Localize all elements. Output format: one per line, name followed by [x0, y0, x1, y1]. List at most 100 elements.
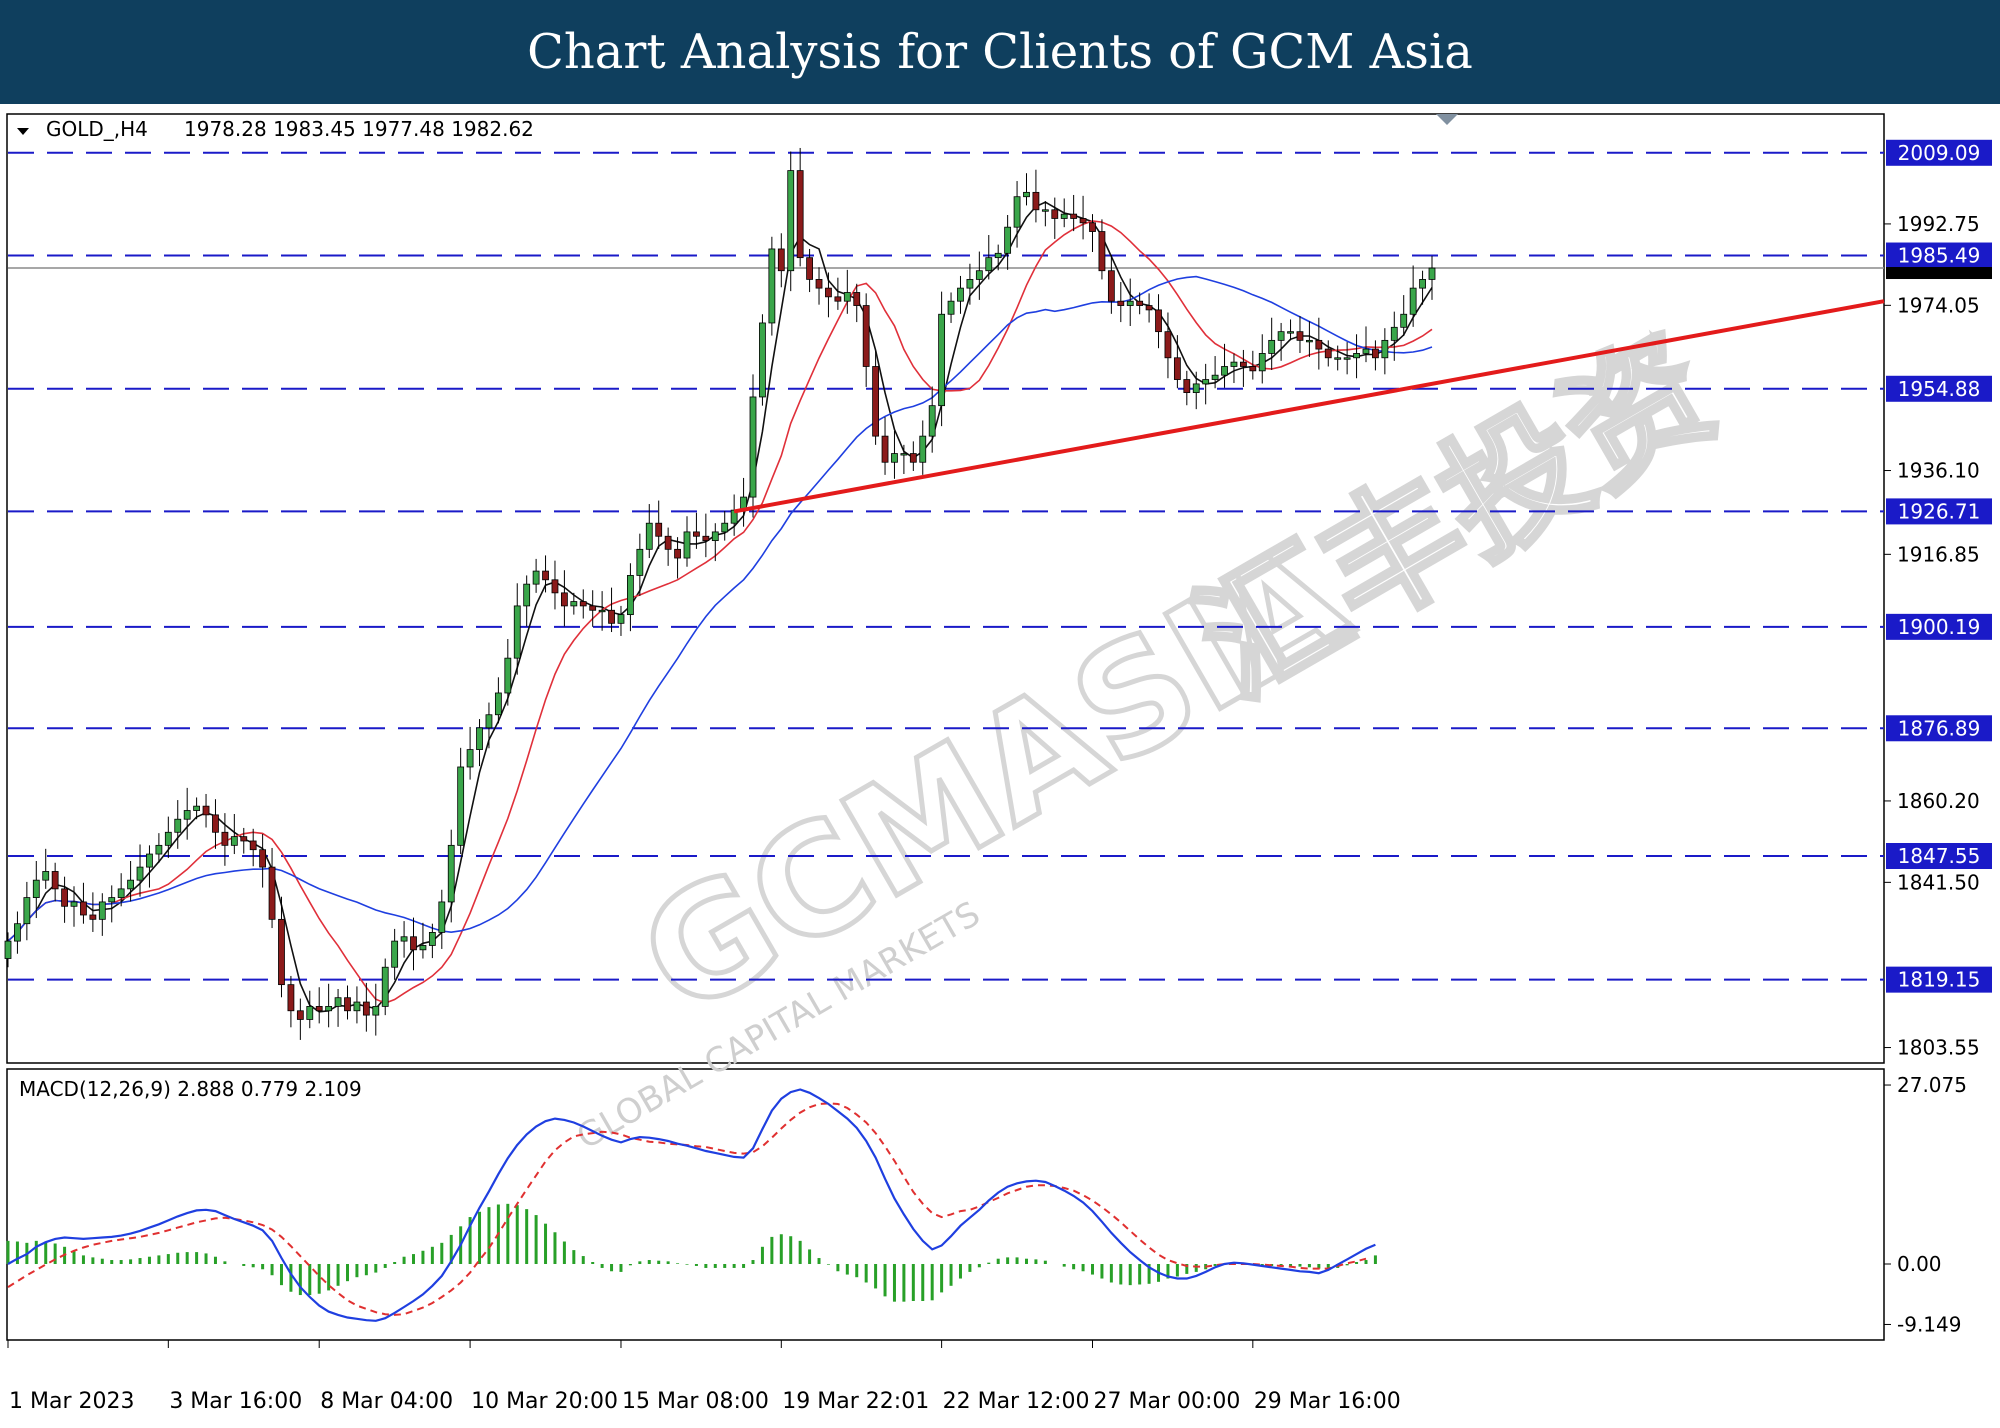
candle-up [230, 836, 238, 846]
candle-up [1306, 339, 1313, 343]
support-resistance-levels [8, 151, 1884, 981]
candle-up [598, 609, 606, 613]
price-axis: 1803.55 1841.50 1860.20 1916.85 1936.10 1974.… [1884, 139, 1992, 1060]
level-price-label: 1926.71 [1898, 499, 1981, 523]
candle-up [1221, 366, 1228, 376]
level-price-label: 1985.49 [1898, 244, 1981, 268]
candle-up [1419, 279, 1426, 289]
macd-tick-label: 0.00 [1897, 1252, 1942, 1276]
time-axis: 1 Mar 2023 3 Mar 16:00 8 Mar 04:00 10 Mar 2… [7, 1340, 1401, 1414]
candle-up [391, 940, 399, 968]
level-price-box [1886, 242, 1992, 269]
candle-down [702, 535, 710, 542]
candle-up [1202, 379, 1210, 385]
candle-up [400, 936, 408, 942]
candle-up [711, 531, 719, 542]
candle-down [221, 831, 229, 846]
candle-down [278, 918, 285, 986]
time-tick-label: 27 Mar 00:00 [1094, 1389, 1241, 1414]
candle-up [627, 575, 634, 616]
macd-tick-label: -9.149 [1897, 1312, 1961, 1336]
candle-down [1136, 300, 1144, 306]
candle-down [268, 866, 276, 920]
candle-down [1183, 379, 1191, 394]
time-tick-label: 15 Mar 08:00 [622, 1389, 769, 1414]
candle-down [551, 579, 559, 594]
macd-axis: 27.075 0.00 -9.149 [1884, 1073, 1967, 1336]
time-tick-label: 10 Mar 20:00 [471, 1389, 618, 1414]
candle-up [1192, 383, 1200, 394]
candle-down [240, 836, 248, 842]
candle-down [1239, 361, 1247, 367]
candle-up [42, 871, 50, 881]
candle-down [202, 805, 210, 816]
candle-up [947, 300, 955, 315]
chart-labels: GOLD_,H4 1978.28 1983.45 1977.48 1982.62… [17, 114, 1458, 1101]
candle-up [127, 879, 134, 890]
candle-down [249, 840, 257, 851]
candle-down [608, 609, 615, 624]
candle-up [1268, 339, 1276, 354]
candle-down [410, 936, 417, 951]
macd-indicator [6, 1088, 1377, 1322]
candle-up [1400, 313, 1408, 328]
candle-up [1390, 326, 1398, 341]
candle-up [1277, 331, 1285, 341]
candle-up [117, 888, 125, 898]
level-price-box [1886, 613, 1992, 640]
chart-menu-triangle-icon [17, 128, 29, 135]
candle-down [1032, 191, 1040, 211]
candle-down [909, 453, 917, 463]
candle-up [1004, 226, 1012, 254]
candle-up [164, 831, 172, 846]
candle-down [1098, 231, 1106, 272]
level-price-label: 1900.19 [1898, 615, 1981, 639]
candle-down [1117, 300, 1125, 306]
candle-down [862, 305, 870, 367]
macd-panel-frame [6, 1068, 1885, 1341]
time-tick-label: 19 Mar 22:01 [782, 1389, 929, 1414]
page-title: Chart Analysis for Clients of GCM Asia [527, 24, 1473, 80]
ma-slow-line [7, 275, 1433, 942]
level-price-box [1886, 498, 1992, 525]
candle-down [1173, 357, 1181, 380]
candle-up [1230, 361, 1238, 367]
candle-down [315, 1006, 323, 1012]
candle-up [98, 901, 106, 920]
ascending-trendline [733, 299, 1885, 514]
candle-up [957, 287, 964, 302]
candle-up [476, 727, 483, 750]
candle-up [428, 932, 436, 946]
candle-up [381, 966, 389, 1007]
candle-up [636, 548, 644, 576]
candle-up [438, 901, 446, 933]
candle-up [1334, 357, 1342, 360]
time-tick-label: 29 Mar 16:00 [1254, 1389, 1401, 1414]
candle-up [513, 605, 521, 659]
candle-down [834, 296, 842, 302]
level-price-box [1886, 375, 1992, 402]
candle-down [1164, 331, 1172, 359]
candle-down [1089, 222, 1096, 232]
candle-up [985, 257, 993, 272]
candle-down [693, 531, 700, 537]
level-price-label: 1876.89 [1898, 716, 1981, 740]
candle-down [1079, 218, 1087, 224]
candle-up [787, 170, 795, 272]
candle-down [542, 570, 549, 581]
candle-up [1060, 213, 1068, 219]
price-tick-label: 1974.05 [1897, 293, 1980, 317]
candle-up [23, 897, 31, 925]
candle-down [825, 287, 832, 298]
candle-up [155, 844, 163, 855]
candle-up [994, 252, 1002, 259]
candle-up [749, 396, 757, 498]
chart-canvas: GCMASIA 汇丰投资 GLOBAL CAPITAL MARKETS 1803… [4, 113, 1992, 1414]
candle-down [796, 170, 804, 259]
candle-down [881, 435, 889, 463]
candlesticks [4, 147, 1436, 1040]
candle-up [1409, 287, 1417, 315]
price-tick-label: 1841.50 [1897, 870, 1980, 894]
level-price-box [1886, 139, 1992, 166]
candle-up [193, 805, 201, 811]
